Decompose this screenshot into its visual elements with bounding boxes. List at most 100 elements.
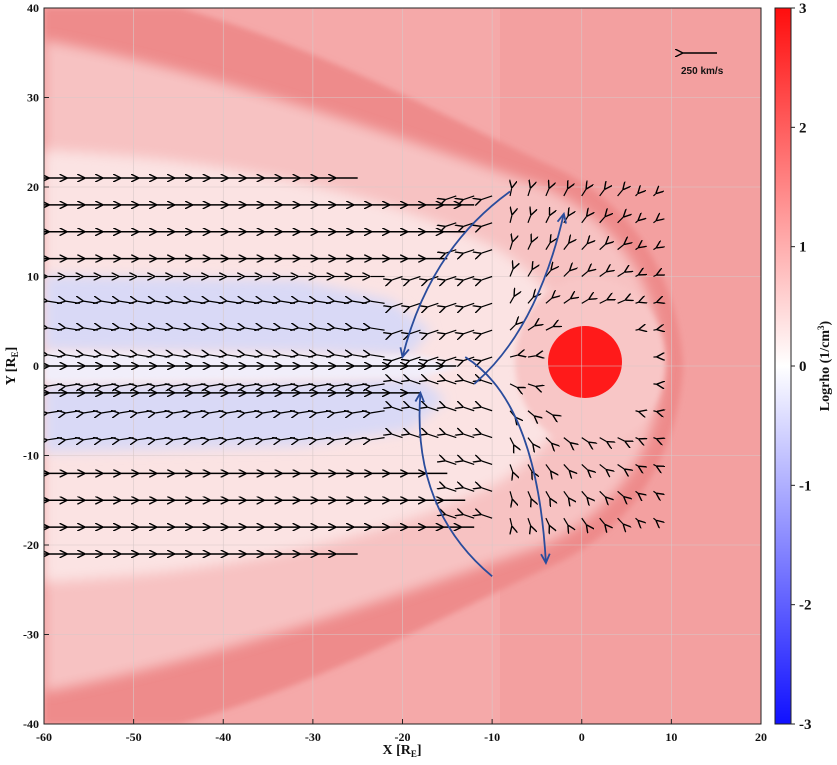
- velocity-arrow: [410, 407, 421, 412]
- velocity-arrow: [481, 488, 493, 492]
- velocity-arrow: [599, 463, 606, 469]
- velocity-arrow: [463, 275, 475, 281]
- velocity-arrow: [545, 491, 550, 498]
- velocity-arrow: [446, 434, 457, 439]
- colorbar-tick-label: -2: [799, 598, 812, 614]
- plasma-sheet: [44, 352, 460, 382]
- x-axis-label: X [RE]: [382, 743, 421, 759]
- velocity-arrow: [392, 407, 403, 412]
- velocity-arrow: [653, 517, 655, 520]
- velocity-arrow: [392, 275, 403, 281]
- colorbar-tick-label: 2: [799, 120, 807, 136]
- velocity-arrow: [599, 189, 605, 197]
- velocity-arrow: [545, 298, 552, 304]
- y-tick-label: 0: [33, 359, 39, 373]
- velocity-arrow: [446, 488, 457, 492]
- velocity-arrow: [653, 463, 656, 466]
- y-tick-label: 10: [27, 270, 39, 284]
- flow-curve-arrowhead: [556, 211, 567, 224]
- velocity-arrow: [563, 189, 568, 197]
- x-tick-label: -10: [484, 730, 500, 744]
- velocity-arrow: [481, 329, 493, 334]
- velocity-arrow: [581, 299, 589, 304]
- velocity-arrow: [446, 275, 457, 281]
- colorbar: -3 -2 -1 0 1 2 3 Logrho (1/cm3): [774, 1, 833, 733]
- velocity-arrow: [581, 271, 588, 277]
- velocity-arrow: [563, 271, 570, 277]
- velocity-arrow: [370, 438, 385, 440]
- earth-dense-core: [548, 326, 622, 398]
- velocity-arrow: [446, 222, 457, 227]
- y-tick-label: -30: [23, 628, 39, 642]
- colorbar-tick-label: 1: [799, 240, 807, 256]
- velocity-arrow: [481, 461, 493, 466]
- velocity-arrow: [370, 355, 385, 357]
- velocity-arrow: [446, 302, 457, 307]
- velocity-arrow: [527, 517, 531, 526]
- velocity-arrow: [428, 380, 439, 385]
- y-tick-label: 20: [27, 180, 39, 194]
- velocity-arrow: [653, 302, 656, 303]
- velocity-arrow: [481, 249, 493, 254]
- velocity-arrow: [581, 189, 586, 197]
- colorbar-tick-label: -3: [799, 717, 812, 733]
- velocity-arrow: [545, 216, 550, 224]
- y-tick-label: 40: [27, 1, 39, 15]
- x-tick-label: 20: [755, 730, 767, 744]
- velocity-arrow: [563, 464, 569, 470]
- velocity-arrow: [509, 437, 514, 445]
- velocity-arrow: [653, 411, 656, 412]
- velocity-arrow: [463, 407, 475, 412]
- velocity-arrow: [446, 195, 457, 200]
- x-tick-label: -50: [126, 730, 142, 744]
- velocity-arrow: [653, 194, 655, 197]
- velocity-arrow: [446, 461, 457, 466]
- velocity-arrow: [599, 300, 607, 304]
- velocity-arrow: [44, 410, 45, 412]
- velocity-arrow: [410, 380, 421, 385]
- velocity-arrow: [599, 272, 607, 277]
- x-tick-label: -30: [305, 730, 321, 744]
- velocity-arrow: [563, 437, 570, 443]
- velocity-arrow: [635, 490, 639, 493]
- velocity-arrow: [509, 464, 513, 472]
- velocity-arrow: [44, 356, 45, 358]
- colorbar-label: Logrho (1/cm3): [816, 320, 833, 411]
- velocity-arrow: [617, 300, 625, 304]
- velocity-arrow: [509, 383, 517, 388]
- velocity-arrow: [617, 490, 624, 496]
- velocity-arrow: [509, 355, 518, 357]
- velocity-arrow: [581, 437, 589, 442]
- velocity-arrow: [599, 437, 607, 442]
- velocity-arrow: [581, 517, 587, 525]
- y-tick-label: -20: [23, 538, 39, 552]
- velocity-arrow: [527, 270, 532, 277]
- velocity-arrow: [617, 190, 623, 197]
- velocity-arrow: [481, 515, 493, 519]
- velocity-arrow: [510, 518, 512, 526]
- velocity-arrow: [617, 217, 624, 224]
- velocity-arrow: [509, 491, 512, 499]
- colorbar-tick-label: 0: [799, 359, 807, 375]
- x-tick-label: -20: [395, 730, 411, 744]
- velocity-arrow: [527, 215, 531, 224]
- velocity-arrow: [392, 302, 403, 307]
- flow-curve-arrowhead: [540, 553, 551, 565]
- flow-curve-arrowhead: [399, 347, 410, 360]
- flow-curve: [418, 392, 493, 578]
- y-tick-label: -40: [23, 717, 39, 731]
- velocity-arrow: [392, 329, 403, 334]
- velocity-arrow: [463, 515, 475, 519]
- velocity-arrow: [481, 434, 493, 439]
- x-tick-label: 0: [579, 730, 585, 744]
- velocity-arrow: [599, 490, 606, 497]
- velocity-arrow: [392, 380, 403, 385]
- velocity-arrow: [370, 411, 385, 413]
- velocity-arrow: [545, 517, 549, 525]
- velocity-arrow: [635, 330, 639, 331]
- velocity-arrow: [463, 380, 475, 385]
- velocity-arrow: [392, 434, 403, 439]
- velocity-arrow: [44, 383, 45, 385]
- velocity-arrow: [370, 384, 385, 386]
- velocity-arrow: [410, 275, 421, 281]
